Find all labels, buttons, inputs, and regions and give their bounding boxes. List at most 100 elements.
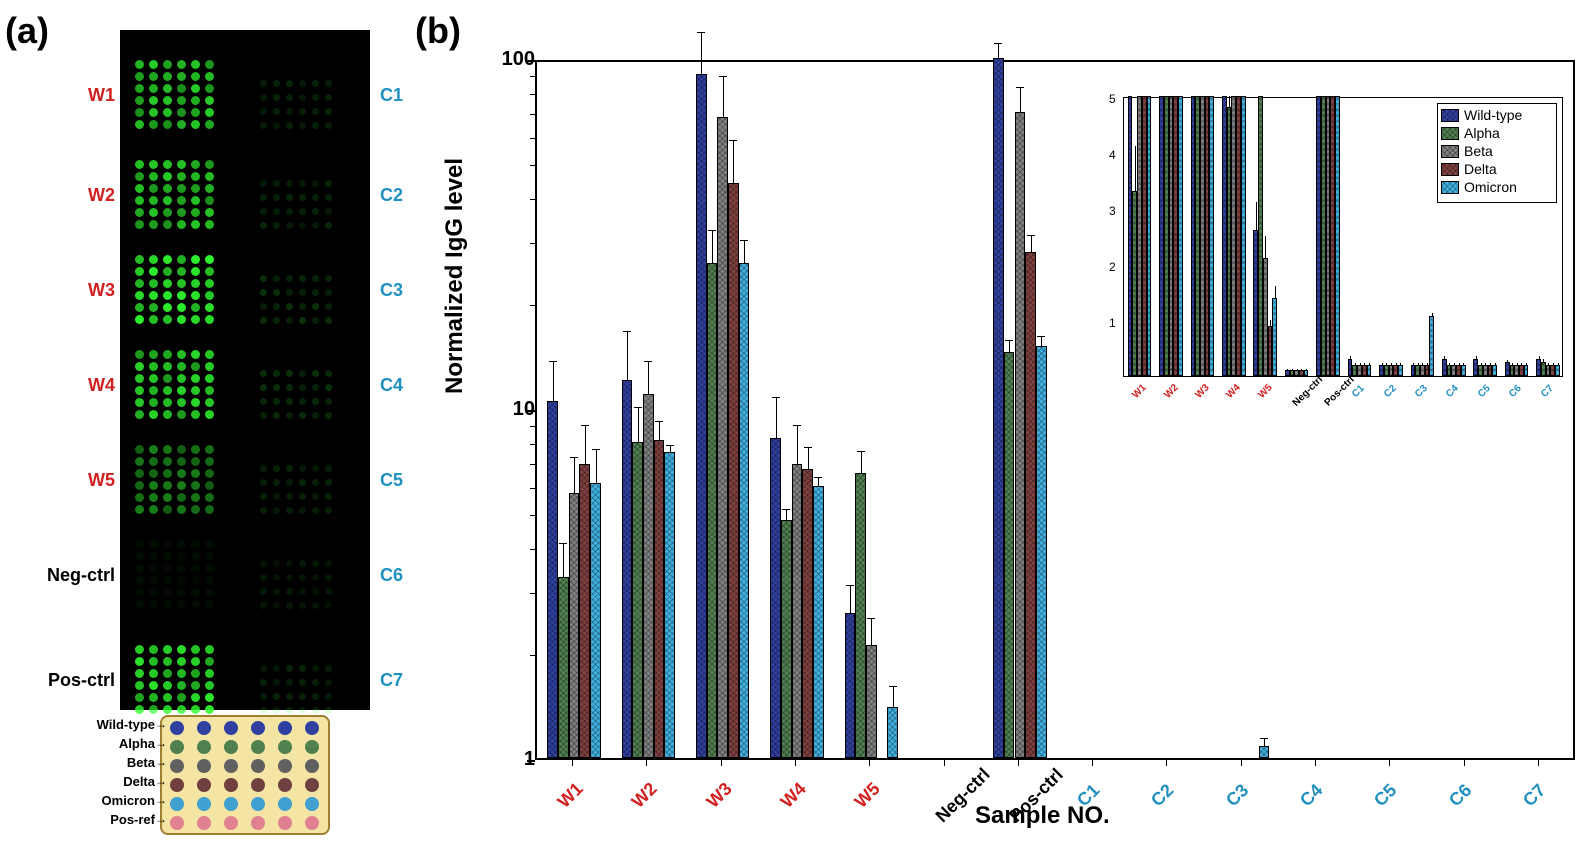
error-bar bbox=[1275, 286, 1276, 297]
error-bar bbox=[1020, 88, 1021, 112]
bar bbox=[547, 401, 558, 758]
array-spot bbox=[149, 267, 158, 276]
array-spot bbox=[286, 122, 293, 129]
error-cap bbox=[549, 361, 557, 362]
error-cap bbox=[1027, 235, 1035, 236]
array-spot bbox=[191, 386, 200, 395]
bar bbox=[728, 183, 739, 758]
array-spot bbox=[273, 275, 280, 282]
array-spot bbox=[286, 665, 293, 672]
inset-bar bbox=[1209, 96, 1214, 376]
bar bbox=[590, 483, 601, 758]
array-spot bbox=[177, 120, 186, 129]
array-spot bbox=[205, 362, 214, 371]
array-spot bbox=[177, 681, 186, 690]
array-spot bbox=[260, 194, 267, 201]
x-tick-label: C7 bbox=[1519, 780, 1550, 811]
legend-item: Alpha bbox=[1441, 125, 1553, 141]
array-spot bbox=[191, 705, 200, 714]
array-spot bbox=[149, 255, 158, 264]
array-spot bbox=[273, 574, 280, 581]
error-bar bbox=[1297, 369, 1298, 370]
array-spot bbox=[260, 493, 267, 500]
array-spot bbox=[163, 410, 172, 419]
array-spot bbox=[163, 398, 172, 407]
array-spot bbox=[191, 120, 200, 129]
array-spot bbox=[135, 255, 144, 264]
array-spot bbox=[135, 108, 144, 117]
error-bar bbox=[1396, 363, 1397, 365]
array-spot bbox=[205, 705, 214, 714]
array-spot bbox=[312, 479, 319, 486]
error-bar bbox=[1301, 369, 1302, 370]
array-spot bbox=[286, 588, 293, 595]
array-spot bbox=[177, 60, 186, 69]
array-spot bbox=[273, 208, 280, 215]
array-spot bbox=[191, 657, 200, 666]
microarray-row-label: C6 bbox=[380, 565, 403, 586]
array-spot bbox=[177, 96, 186, 105]
error-cap bbox=[729, 140, 737, 141]
array-spot bbox=[260, 275, 267, 282]
bar bbox=[643, 394, 654, 758]
error-bar bbox=[627, 332, 628, 380]
array-spot bbox=[135, 540, 144, 549]
arrow-icon: → bbox=[155, 755, 167, 769]
bar bbox=[993, 58, 1004, 758]
array-spot bbox=[191, 84, 200, 93]
array-spot bbox=[149, 576, 158, 585]
inset-x-tick: C3 bbox=[1413, 383, 1430, 400]
legend-dot bbox=[170, 721, 184, 735]
array-spot bbox=[299, 94, 306, 101]
error-bar bbox=[1264, 739, 1265, 746]
array-spot bbox=[260, 80, 267, 87]
array-spot bbox=[273, 707, 280, 714]
array-spot bbox=[312, 560, 319, 567]
array-spot bbox=[299, 122, 306, 129]
error-cap bbox=[1260, 738, 1268, 739]
array-spot bbox=[205, 172, 214, 181]
array-spot bbox=[191, 469, 200, 478]
array-spot bbox=[299, 289, 306, 296]
inset-y-tick: 1 bbox=[1109, 316, 1116, 330]
array-spot bbox=[177, 564, 186, 573]
array-spot bbox=[177, 540, 186, 549]
array-spot bbox=[299, 398, 306, 405]
microarray-image bbox=[120, 30, 370, 710]
array-spot bbox=[149, 386, 158, 395]
array-spot bbox=[191, 564, 200, 573]
array-spot bbox=[260, 465, 267, 472]
bar bbox=[802, 469, 813, 758]
microarray-row-label: C2 bbox=[380, 185, 403, 206]
error-bar bbox=[1427, 363, 1428, 365]
error-cap bbox=[994, 43, 1002, 44]
array-spot bbox=[205, 291, 214, 300]
array-spot bbox=[312, 602, 319, 609]
error-bar bbox=[1495, 363, 1496, 365]
array-spot bbox=[286, 289, 293, 296]
array-spot bbox=[286, 493, 293, 500]
error-cap bbox=[814, 477, 822, 478]
bar bbox=[696, 74, 707, 758]
array-spot bbox=[149, 172, 158, 181]
array-spot bbox=[312, 707, 319, 714]
array-spot bbox=[163, 705, 172, 714]
array-spot bbox=[163, 160, 172, 169]
array-spot bbox=[149, 600, 158, 609]
array-spot bbox=[135, 493, 144, 502]
inset-bar bbox=[1241, 96, 1246, 376]
error-cap bbox=[719, 76, 727, 77]
array-spot bbox=[177, 493, 186, 502]
microarray-row-label: W2 bbox=[80, 185, 115, 206]
array-spot bbox=[149, 445, 158, 454]
tick-mark bbox=[795, 760, 796, 766]
error-bar bbox=[638, 408, 639, 442]
array-spot bbox=[312, 574, 319, 581]
array-spot bbox=[205, 576, 214, 585]
array-spot bbox=[135, 208, 144, 217]
bar bbox=[866, 645, 877, 758]
array-spot bbox=[205, 493, 214, 502]
error-cap bbox=[666, 445, 674, 446]
array-spot bbox=[191, 493, 200, 502]
array-spot bbox=[135, 505, 144, 514]
